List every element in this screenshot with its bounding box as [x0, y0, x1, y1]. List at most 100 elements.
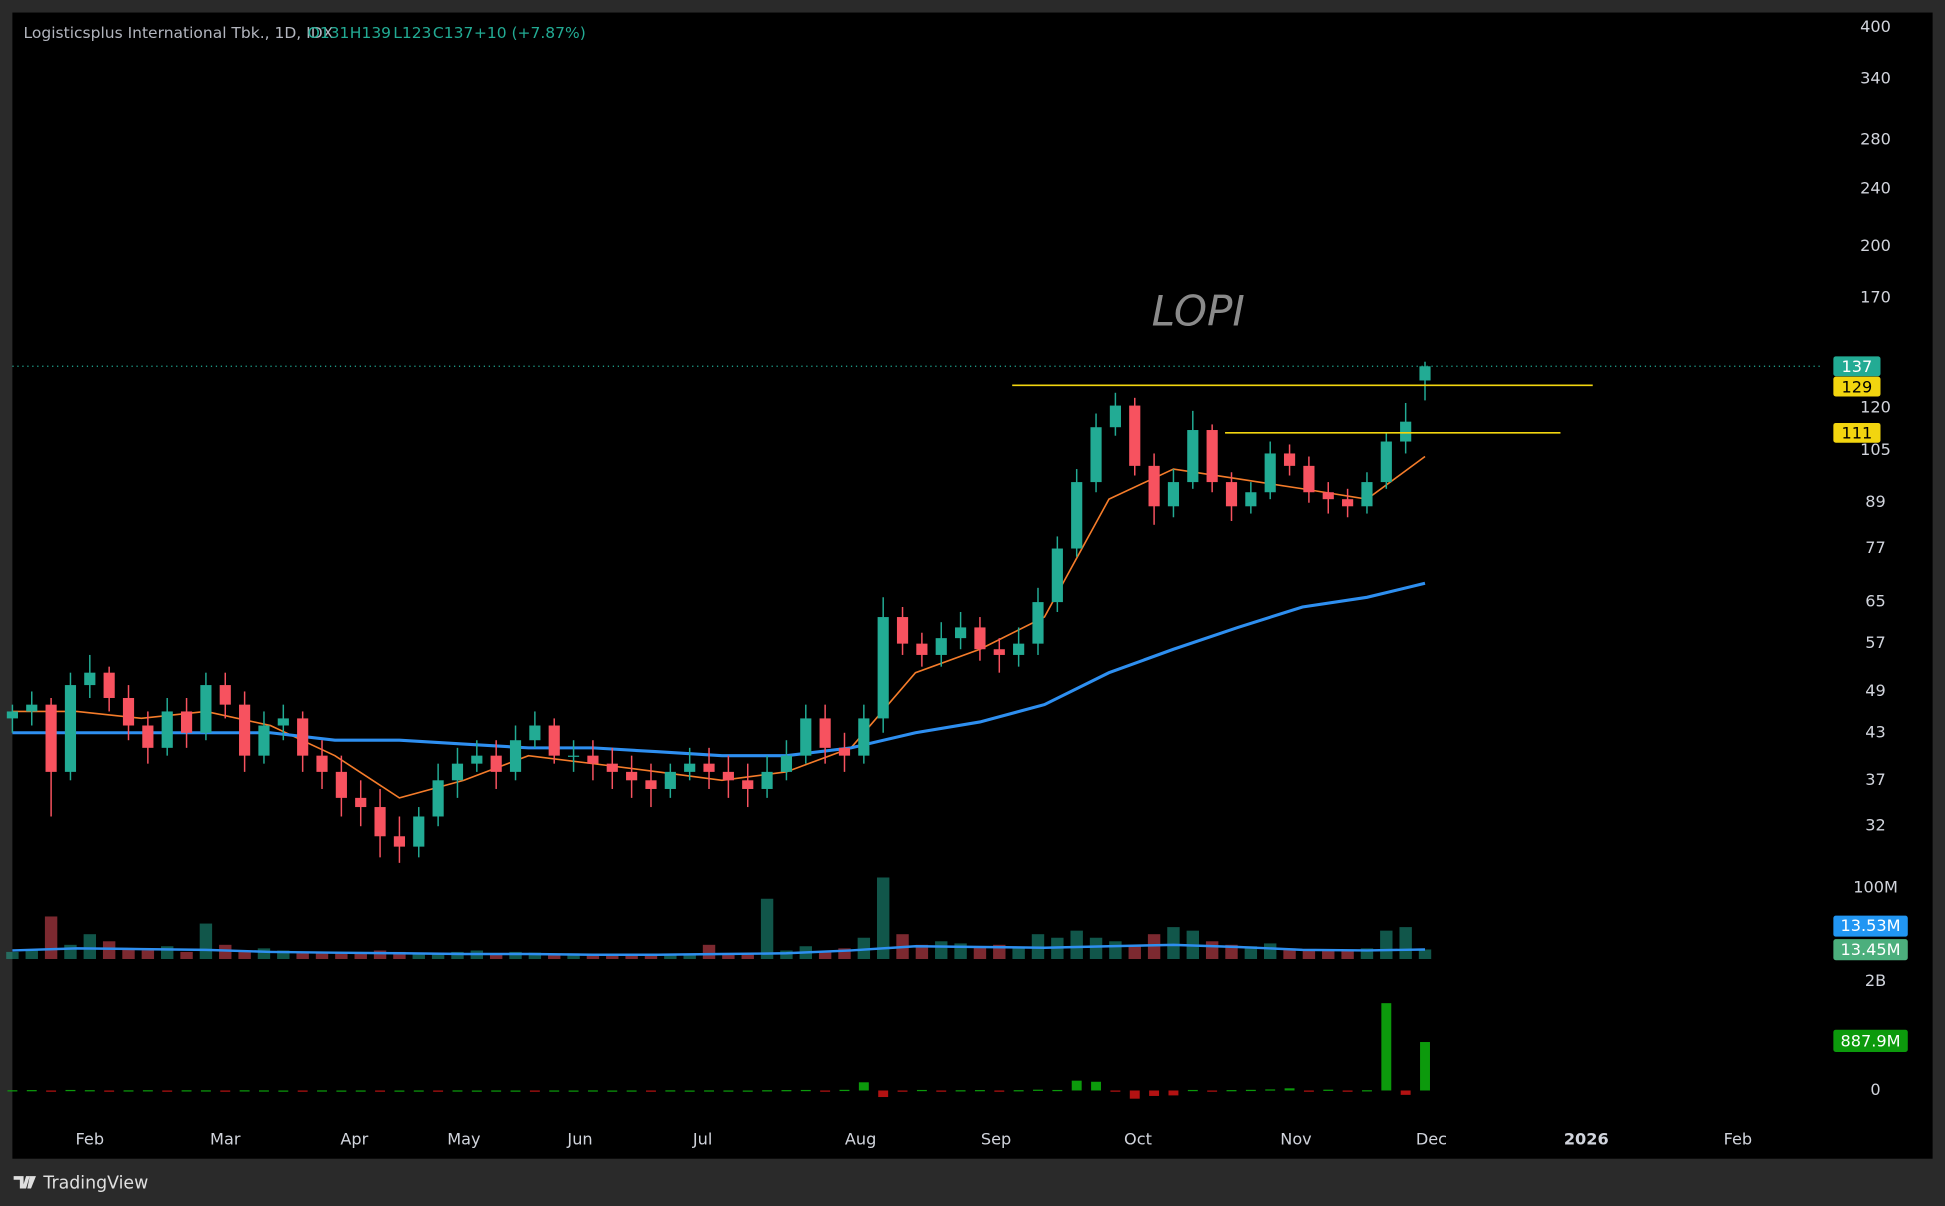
- y-tick-label: 240: [1860, 178, 1891, 197]
- candle-body: [26, 704, 38, 712]
- candle-body: [432, 780, 444, 817]
- volume-bar: [1012, 948, 1025, 960]
- indicator-bar: [1284, 1088, 1295, 1091]
- volume-bar: [1283, 948, 1296, 960]
- indicator-bar: [491, 1090, 502, 1092]
- volume-bar: [1302, 950, 1316, 960]
- indicator-bar: [26, 1090, 37, 1092]
- y-tick-label: 65: [1865, 592, 1886, 611]
- indicator-bar: [704, 1090, 714, 1092]
- candle-body: [1129, 405, 1141, 466]
- watermark: LOPI: [1152, 286, 1245, 335]
- indicator-bar: [587, 1090, 598, 1092]
- volume-bar: [141, 950, 155, 960]
- indicator-bar: [142, 1090, 153, 1092]
- candle-body: [490, 755, 502, 772]
- indicator-bar: [297, 1090, 308, 1092]
- chart-pane: [12, 12, 1933, 1159]
- volume-bar: [1418, 949, 1432, 960]
- volume-bar: [567, 953, 580, 960]
- indicator-bar: [994, 1090, 1005, 1092]
- candle-body: [239, 704, 251, 756]
- x-tick-label: Aug: [845, 1130, 876, 1149]
- candle-body: [297, 718, 309, 756]
- indicator-bar: [394, 1090, 405, 1092]
- candle-body: [1245, 492, 1257, 507]
- y-tick-label: 37: [1865, 770, 1886, 789]
- volume-bar: [818, 951, 832, 960]
- candle-body: [877, 617, 889, 719]
- candle-body: [587, 755, 599, 764]
- volume-bar: [64, 944, 77, 960]
- indicator-bar: [1071, 1080, 1082, 1091]
- volume-bar: [1225, 944, 1238, 960]
- indicator-bar: [433, 1090, 444, 1092]
- indicator-bar: [800, 1089, 811, 1092]
- candle-body: [355, 797, 367, 808]
- indicator-bar: [1091, 1081, 1102, 1091]
- x-tick-label: 2026: [1564, 1130, 1609, 1149]
- volume-bar: [412, 952, 425, 960]
- candle-body: [161, 711, 173, 748]
- volume-bar: [548, 954, 561, 960]
- volume-bar: [1360, 948, 1374, 960]
- logo: [13, 1176, 36, 1189]
- volume-bar: [431, 953, 445, 960]
- candle-body: [1187, 430, 1199, 483]
- indicator-bar: [626, 1090, 637, 1092]
- candle-body: [1419, 366, 1431, 381]
- candle-body: [219, 685, 231, 705]
- volume-bar: [393, 951, 406, 960]
- candle-body: [1206, 430, 1218, 483]
- last-price-label: 137: [1842, 357, 1873, 376]
- x-tick-label: Apr: [340, 1130, 368, 1149]
- indicator-last-box: [1833, 1029, 1908, 1053]
- indicator-bar: [762, 1090, 773, 1092]
- y-tick-label: 43: [1865, 722, 1886, 741]
- candle-body: [6, 711, 18, 719]
- candle-body: [761, 771, 773, 789]
- volume-bar: [25, 950, 38, 960]
- indicator-bar: [1342, 1090, 1353, 1092]
- candle-body: [1013, 643, 1025, 655]
- candle-body: [451, 763, 464, 781]
- volume-bar: [915, 944, 929, 960]
- candle-body: [567, 755, 580, 757]
- volume-bar: [741, 953, 754, 960]
- indicator-bar: [936, 1090, 947, 1092]
- volume-ma-label: 13.53M: [1841, 916, 1901, 935]
- volume-bar: [6, 951, 19, 960]
- candle-body: [1148, 465, 1160, 507]
- candle-body: [1342, 499, 1354, 507]
- candle-body: [529, 725, 541, 741]
- x-tick-label: Sep: [981, 1130, 1011, 1149]
- level-label: 111: [1842, 424, 1873, 443]
- x-tick-label: Jul: [692, 1130, 712, 1149]
- indicator-bar: [413, 1090, 424, 1092]
- x-tick-label: Nov: [1280, 1130, 1312, 1149]
- indicator-bar: [1110, 1090, 1121, 1092]
- volume-bar: [1089, 937, 1103, 960]
- candle-body: [858, 718, 870, 756]
- volume-bar: [973, 946, 987, 960]
- candle-body: [626, 771, 638, 781]
- indicator-bar: [955, 1090, 966, 1092]
- volume-bar: [664, 954, 677, 960]
- indicator-bar: [529, 1090, 540, 1092]
- y-tick-label: 340: [1860, 68, 1891, 87]
- candle-body: [1264, 453, 1276, 493]
- indicator-bar: [646, 1090, 656, 1092]
- indicator-bar: [1013, 1090, 1024, 1092]
- x-tick-label: May: [447, 1130, 481, 1149]
- candle-body: [548, 725, 560, 756]
- volume-bar: [1205, 941, 1219, 960]
- candle-body: [413, 816, 425, 847]
- level-label-box: [1833, 376, 1881, 397]
- x-tick-label: Feb: [1724, 1130, 1753, 1149]
- indicator-bar: [897, 1090, 908, 1092]
- indicator-last-label: 887.9M: [1841, 1032, 1901, 1051]
- indicator-bar: [1207, 1090, 1218, 1092]
- indicator-bar: [1168, 1090, 1179, 1096]
